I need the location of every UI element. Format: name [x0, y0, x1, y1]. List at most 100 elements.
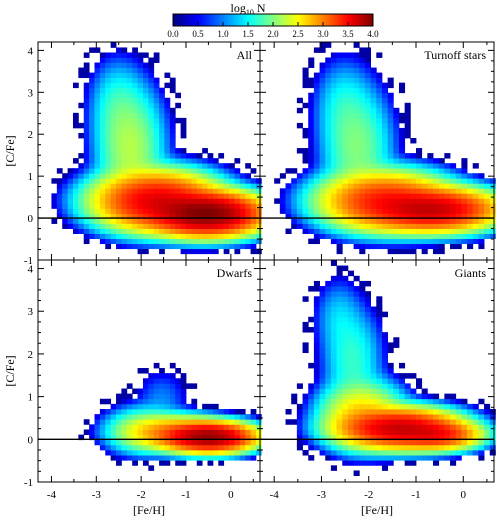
- heatmap-cell: [359, 163, 366, 169]
- heatmap-cell: [153, 173, 160, 179]
- heatmap-cell: [83, 168, 90, 174]
- heatmap-cell: [376, 327, 383, 333]
- heatmap-cell: [359, 127, 366, 134]
- heatmap-cell: [381, 311, 389, 318]
- heatmap-cell: [381, 393, 389, 400]
- heatmap-cell: [330, 286, 337, 292]
- heatmap-cell: [105, 243, 112, 250]
- heatmap-cell: [353, 311, 360, 318]
- heatmap-cell: [393, 218, 400, 224]
- heatmap-cell: [421, 183, 428, 189]
- heatmap-cell: [148, 173, 155, 179]
- heatmap-cell: [302, 296, 309, 302]
- heatmap-cell: [330, 138, 337, 144]
- heatmap-cell: [450, 414, 457, 420]
- heatmap-cell: [67, 178, 74, 184]
- heatmap-cell: [99, 233, 106, 240]
- heatmap-cell: [175, 178, 182, 184]
- heatmap-cell: [164, 107, 171, 114]
- heatmap-cell: [72, 183, 79, 189]
- heatmap-cell: [223, 419, 230, 425]
- heatmap-cell: [450, 193, 457, 199]
- heatmap-cell: [126, 102, 133, 109]
- heatmap-cell: [89, 223, 95, 229]
- heatmap-cell: [126, 153, 133, 159]
- heatmap-cell: [105, 143, 112, 149]
- heatmap-cell: [342, 373, 349, 379]
- heatmap-cell: [370, 306, 377, 313]
- heatmap-cell: [342, 306, 349, 313]
- heatmap-cell: [105, 122, 112, 129]
- heatmap-cell: [121, 424, 128, 430]
- heatmap-cell: [336, 87, 343, 94]
- heatmap-cell: [159, 112, 165, 119]
- heatmap-cell: [381, 347, 389, 354]
- heatmap-cell: [410, 198, 417, 204]
- heatmap-cell: [342, 362, 349, 369]
- heatmap-cell: [218, 213, 225, 219]
- heatmap-cell: [180, 213, 187, 219]
- heatmap-cell: [180, 233, 187, 240]
- heatmap-cell: [126, 138, 133, 144]
- heatmap-cell: [121, 173, 128, 179]
- heatmap-cell: [218, 228, 225, 234]
- heatmap-cell: [387, 77, 394, 84]
- heatmap-cell: [126, 163, 133, 169]
- heatmap-cell: [202, 148, 208, 154]
- heatmap-cell: [330, 424, 337, 430]
- x-axis: [50, 42, 254, 260]
- heatmap-cell: [142, 243, 149, 250]
- heatmap-cell: [175, 218, 182, 224]
- heatmap-cell: [330, 419, 337, 425]
- heatmap-cell: [342, 127, 349, 134]
- heatmap-cell: [148, 148, 155, 154]
- heatmap-cell: [207, 223, 214, 229]
- heatmap-cell: [353, 409, 360, 415]
- heatmap-cell: [159, 122, 165, 129]
- heatmap-cell: [142, 52, 149, 58]
- heatmap-cell: [51, 178, 58, 184]
- heatmap-cell: [110, 153, 117, 159]
- heatmap-cell: [484, 188, 491, 194]
- heatmap-cell: [336, 388, 343, 395]
- heatmap-cell: [89, 208, 95, 214]
- heatmap-cell: [94, 97, 101, 104]
- heatmap-cell: [404, 373, 411, 379]
- heatmap-cell: [336, 311, 343, 318]
- heatmap-cell: [347, 188, 354, 194]
- heatmap-cell: [330, 449, 337, 456]
- heatmap-cell: [186, 434, 192, 441]
- heatmap-cell: [229, 409, 235, 415]
- heatmap-cell: [308, 117, 315, 124]
- heatmap-cell: [308, 429, 315, 436]
- heatmap-cell: [370, 82, 377, 89]
- heatmap-cell: [239, 223, 246, 229]
- heatmap-cell: [393, 153, 400, 159]
- heatmap-cell: [291, 198, 298, 204]
- heatmap-cell: [250, 248, 257, 255]
- heatmap-cell: [376, 213, 383, 219]
- heatmap-cell: [472, 203, 479, 209]
- heatmap-cell: [137, 183, 144, 189]
- heatmap-cell: [83, 153, 90, 159]
- heatmap-cell: [308, 148, 315, 154]
- heatmap-cell: [421, 233, 428, 240]
- heatmap-cell: [330, 296, 337, 302]
- heatmap-cell: [398, 414, 406, 420]
- heatmap-cell: [376, 444, 383, 451]
- heatmap-cell: [421, 398, 428, 405]
- heatmap-cell: [342, 213, 349, 219]
- heatmap-cell: [207, 193, 214, 199]
- heatmap-cell: [319, 92, 326, 99]
- heatmap-cell: [325, 393, 332, 400]
- heatmap-cell: [416, 208, 423, 214]
- heatmap-cell: [433, 208, 440, 214]
- heatmap-cell: [342, 188, 349, 194]
- heatmap-cell: [325, 153, 332, 159]
- heatmap-cell: [218, 193, 225, 199]
- y-tick-label: -1: [24, 255, 33, 267]
- heatmap-cell: [410, 233, 417, 240]
- heatmap-cell: [319, 393, 326, 400]
- heatmap-cell: [89, 233, 95, 240]
- heatmap-cell: [83, 97, 90, 104]
